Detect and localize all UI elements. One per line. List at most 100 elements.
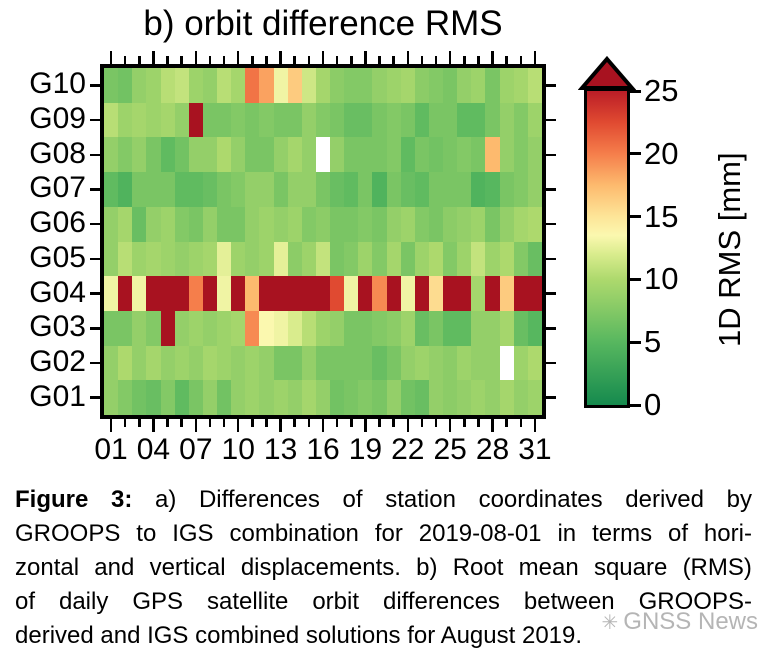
heatmap-cell xyxy=(414,276,429,311)
heatmap-cell xyxy=(245,310,260,346)
heatmap-cell xyxy=(471,241,486,277)
heatmap-cell xyxy=(443,206,458,242)
x-axis-label: 19 xyxy=(348,433,383,466)
heatmap-cell xyxy=(146,102,161,138)
heatmap-plot xyxy=(100,64,546,419)
heatmap-cell xyxy=(301,206,316,242)
tick-mark xyxy=(546,222,556,226)
heatmap-cell xyxy=(358,206,373,242)
heatmap-cell xyxy=(485,276,500,311)
heatmap-cell xyxy=(471,172,486,207)
colorbar-tick-label: 5 xyxy=(644,324,662,360)
heatmap-cell xyxy=(287,310,302,346)
x-axis-label: 01 xyxy=(94,433,128,466)
heatmap-cell xyxy=(499,68,514,103)
heatmap-cell xyxy=(315,206,331,242)
caption-word: in xyxy=(557,520,577,547)
heatmap-cell xyxy=(118,241,133,277)
heatmap-cell xyxy=(188,276,203,311)
heatmap-cell xyxy=(118,310,133,346)
heatmap-cell xyxy=(146,241,161,277)
heatmap-cell xyxy=(485,206,500,242)
heatmap-cell xyxy=(414,102,429,138)
watermark-icon: ✳ xyxy=(601,611,619,634)
caption-word: of xyxy=(15,588,36,615)
heatmap-cell xyxy=(245,345,260,381)
heatmap-cell xyxy=(160,276,175,311)
heatmap-cell xyxy=(527,137,542,173)
heatmap-cell xyxy=(414,345,429,381)
caption-word: 3: xyxy=(110,486,133,513)
heatmap-cell xyxy=(386,310,401,346)
tick-mark xyxy=(166,56,169,64)
x-axis-label: 25 xyxy=(433,433,467,466)
tick-mark xyxy=(90,188,100,191)
heatmap-cell xyxy=(400,380,415,415)
heatmap-cell xyxy=(132,137,147,173)
heatmap-cell xyxy=(330,310,345,346)
caption-word: vertical xyxy=(149,554,226,581)
heatmap-cell xyxy=(132,241,147,277)
heatmap-cell xyxy=(358,310,373,346)
heatmap-cell xyxy=(273,345,288,381)
heatmap-cell xyxy=(245,172,260,207)
heatmap-cell xyxy=(414,137,429,173)
caption-word: coordinates xyxy=(478,486,603,513)
heatmap-cell xyxy=(174,380,189,415)
tick-mark xyxy=(236,51,240,64)
tick-mark xyxy=(335,419,339,427)
heatmap-cell xyxy=(132,172,147,207)
heatmap-cell xyxy=(400,102,415,138)
heatmap-cell xyxy=(344,310,359,346)
heatmap-cell xyxy=(330,206,345,242)
heatmap-cell xyxy=(513,68,528,103)
heatmap-cell xyxy=(202,206,218,242)
heatmap-cell xyxy=(259,276,274,311)
heatmap-cell xyxy=(513,206,528,242)
heatmap-cell xyxy=(400,241,415,277)
heatmap-cell xyxy=(132,380,147,415)
heatmap-cell xyxy=(527,380,542,415)
heatmap-cell xyxy=(160,380,175,415)
heatmap-cell xyxy=(245,380,260,415)
heatmap-cell xyxy=(457,310,472,346)
heatmap-cell xyxy=(499,206,514,242)
caption-word: Differences xyxy=(198,486,320,513)
heatmap-cell xyxy=(443,102,458,138)
heatmap-cell xyxy=(132,345,147,381)
heatmap-cell xyxy=(259,137,274,173)
heatmap-cell xyxy=(245,137,260,173)
heatmap-cell xyxy=(315,172,331,207)
tick-mark xyxy=(321,51,325,64)
caption-word: of xyxy=(667,520,688,547)
heatmap-cell xyxy=(471,68,486,103)
colorbar xyxy=(584,88,630,408)
heatmap-cell xyxy=(527,206,542,242)
heatmap-cell xyxy=(118,68,133,103)
y-axis-label: G01 xyxy=(29,379,86,413)
heatmap-cell xyxy=(428,345,444,381)
tick-mark xyxy=(434,419,438,427)
heatmap-cell xyxy=(372,172,387,207)
heatmap-cell xyxy=(344,380,359,415)
heatmap-cell xyxy=(301,345,316,381)
heatmap-cell xyxy=(132,276,147,311)
heatmap-cell xyxy=(174,206,189,242)
y-axis-label: G02 xyxy=(29,344,86,378)
heatmap-cell xyxy=(160,137,175,173)
heatmap-cell xyxy=(330,172,345,207)
heatmap-cell xyxy=(471,345,486,381)
y-axis-label: G04 xyxy=(29,275,86,309)
y-axis-label: G06 xyxy=(29,206,86,240)
tick-mark xyxy=(293,419,296,427)
caption-word: IGS xyxy=(172,520,214,547)
heatmap-cell xyxy=(202,102,218,138)
heatmap-cell xyxy=(400,276,415,311)
heatmap-cell xyxy=(104,68,119,103)
heatmap-cell xyxy=(315,380,331,415)
caption-word: satellite xyxy=(206,588,289,615)
tick-mark xyxy=(222,56,226,64)
watermark-text: GNSS News xyxy=(623,608,758,635)
heatmap-cell xyxy=(513,380,528,415)
